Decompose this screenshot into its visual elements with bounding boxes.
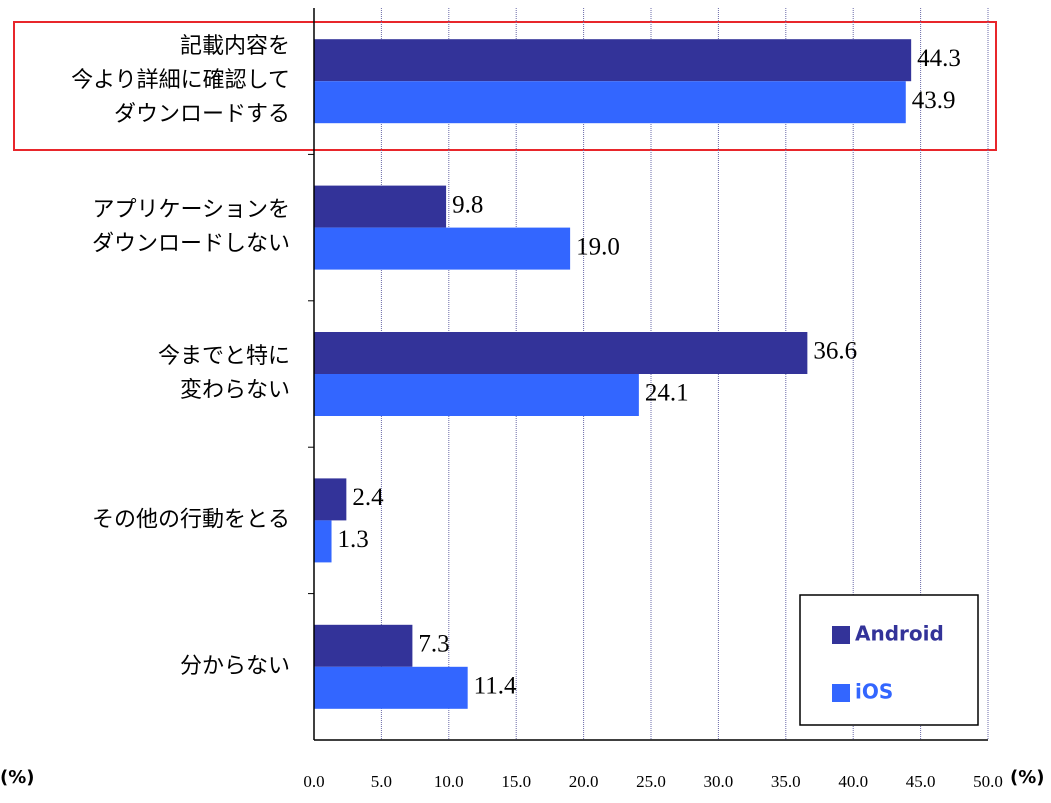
value-label: 9.8	[452, 191, 483, 218]
x-tick-label: 15.0	[501, 772, 531, 791]
value-label: 11.4	[474, 673, 517, 700]
bar	[314, 666, 468, 709]
x-tick-label: 35.0	[771, 772, 801, 791]
bar	[314, 227, 571, 270]
x-tick-label: 45.0	[906, 772, 936, 791]
x-tick-label: 30.0	[704, 772, 734, 791]
highlight-box	[13, 21, 997, 151]
value-label: 43.9	[912, 87, 956, 114]
x-tick-label: 10.0	[434, 772, 464, 791]
category-label: 今より詳細に確認して	[71, 68, 290, 93]
legend-label: iOS	[855, 680, 893, 704]
value-label: 24.1	[645, 380, 689, 407]
legend-box	[799, 594, 979, 726]
x-tick-label: 5.0	[371, 772, 392, 791]
bar	[314, 478, 347, 521]
x-unit-left: (%)	[0, 767, 35, 788]
value-label: 44.3	[917, 45, 961, 72]
value-label: 2.4	[352, 484, 384, 511]
category-label: 分からない	[180, 654, 290, 679]
x-tick-label: 50.0	[973, 772, 1003, 791]
category-label: ダウンロードしない	[92, 232, 290, 257]
category-label: アプリケーションを	[92, 198, 290, 223]
legend-label: Android	[855, 622, 944, 646]
category-label: ダウンロードする	[114, 102, 290, 127]
bar	[314, 624, 413, 667]
x-unit-right: (%)	[1010, 767, 1045, 788]
x-tick-label: 20.0	[569, 772, 599, 791]
bar	[314, 374, 639, 416]
legend-swatch	[832, 684, 850, 702]
value-label: 1.3	[338, 526, 369, 553]
bar	[314, 332, 808, 374]
x-tick-label: 0.0	[303, 772, 324, 791]
value-label: 36.6	[813, 338, 857, 365]
bar	[314, 185, 447, 228]
legend-swatch	[832, 626, 850, 644]
category-label: その他の行動をとる	[92, 507, 290, 532]
x-tick-label: 25.0	[636, 772, 666, 791]
bar	[314, 39, 912, 82]
category-label: 記載内容を	[180, 34, 290, 59]
category-label: 今までと特に	[158, 344, 290, 369]
x-tick-label: 40.0	[838, 772, 868, 791]
value-label: 19.0	[576, 233, 620, 260]
value-label: 7.3	[418, 631, 449, 658]
category-label: 変わらない	[180, 378, 290, 403]
bar	[314, 520, 332, 563]
bar	[314, 81, 906, 124]
